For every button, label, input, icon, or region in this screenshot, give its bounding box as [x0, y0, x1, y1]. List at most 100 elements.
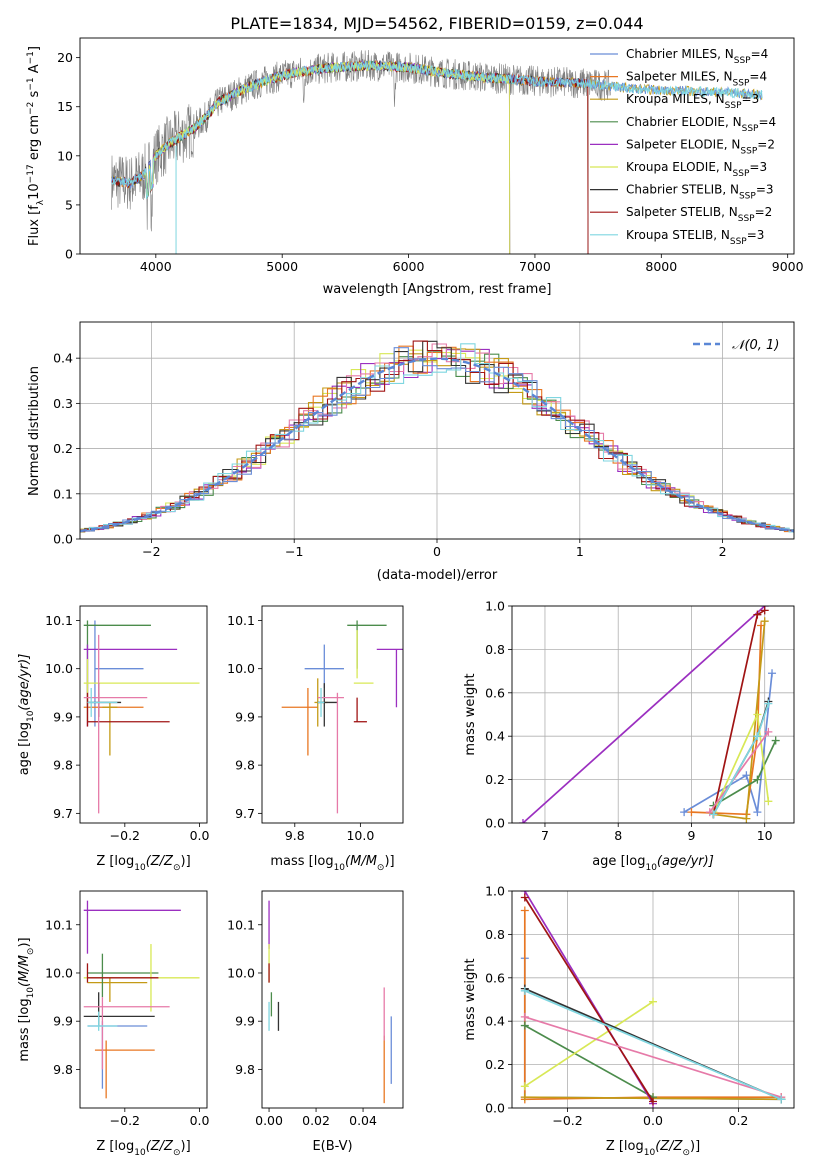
weight-series-line [524, 1000, 654, 1088]
y-tick-label: 1.0 [485, 599, 505, 614]
y-tick-label: 9.8 [53, 758, 73, 773]
y-tick-label: 9.9 [235, 709, 255, 724]
weight-marker [777, 1095, 786, 1104]
label-part: Flux [f [27, 205, 42, 246]
legend-entry: Chabrier ELODIE, NSSP=4 [626, 115, 776, 134]
weight-marker [753, 610, 762, 619]
weight-series-line [683, 673, 773, 813]
axes-frame [511, 605, 795, 824]
label-part: 10 [26, 710, 36, 722]
label-part: mass [log [17, 998, 32, 1061]
model-spectrum-line [142, 59, 511, 254]
label-part: SSP [740, 146, 757, 156]
weight-marker [520, 906, 529, 915]
y-tick-label: 10.1 [45, 613, 73, 628]
label-part: )] [17, 937, 32, 947]
weight-marker [687, 808, 696, 817]
figure-title: PLATE=1834, MJD=54562, FIBERID=0159, z=0… [230, 14, 643, 33]
legend-entry: Salpeter STELIB, NSSP=2 [626, 205, 772, 224]
weight-series-line [524, 1024, 654, 1098]
weight-series-line [691, 625, 762, 816]
y-tick-label: 9.9 [235, 1014, 255, 1029]
x-tick-label: −2 [142, 544, 160, 559]
x-tick-label: −0.2 [110, 828, 140, 843]
weight-marker [753, 732, 762, 741]
label-part: −1 [26, 77, 36, 90]
label-part: =3 [749, 160, 767, 174]
y-tick-label: 20 [57, 50, 73, 65]
y-tick-label: 0.4 [485, 729, 505, 744]
label-part: ⊙ [173, 1148, 181, 1158]
y-tick-label: 9.8 [53, 1062, 73, 1077]
label-part: =2 [755, 205, 773, 219]
y-tick-label: 1.0 [485, 884, 505, 899]
y-tick-label: 0.0 [485, 816, 505, 831]
legend-entry: Chabrier STELIB, NSSP=3 [626, 183, 774, 202]
label-part: Kroupa ELODIE, N [626, 160, 733, 174]
label-part: 10 [134, 1148, 146, 1158]
label-part: ] [27, 46, 42, 51]
label-part: (Z/Z [655, 1139, 683, 1154]
label-part: Kroupa MILES, N [626, 92, 725, 106]
weight-marker [760, 606, 769, 615]
legend-entry: Kroupa STELIB, NSSP=3 [626, 228, 764, 247]
x-tick-label: 0.0 [190, 828, 210, 843]
weight-marker [520, 893, 529, 902]
label-part: 10 [645, 863, 657, 873]
plot-area [83, 900, 200, 1099]
y-tick-label: 0.3 [53, 396, 73, 411]
x-tick-label: 0.02 [302, 1113, 330, 1128]
y-tick-label: 0.6 [485, 970, 505, 985]
axes-frame [261, 605, 404, 824]
x-axis-label: wavelength [Angstrom, rest frame] [323, 282, 552, 297]
y-tick-label: 0.0 [485, 1101, 505, 1116]
y-tick-label: 0.1 [53, 486, 73, 501]
y-tick-label: 0.4 [53, 351, 73, 366]
weight-series-line [524, 990, 782, 1101]
label-part: Chabrier MILES, N [626, 47, 734, 61]
label-part: Salpeter ELODIE, N [626, 137, 740, 151]
x-axis-label: age [log10(age/yr)] [592, 854, 714, 873]
y-tick-label: 10 [57, 148, 73, 163]
y-tick-label: 10.0 [227, 965, 255, 980]
axes-frame [79, 37, 795, 255]
y-tick-label: 0.8 [485, 927, 505, 942]
label-part: Salpeter MILES, N [626, 70, 733, 84]
label-part: 10 [334, 863, 346, 873]
label-part: (M/M [17, 955, 32, 987]
label-part: =4 [751, 47, 769, 61]
y-tick-label: 10.1 [227, 917, 255, 932]
x-tick-label: 9000 [772, 259, 804, 274]
model-spectrum-line [143, 60, 511, 254]
label-part: Z [log [96, 854, 134, 869]
label-part: Z [log [96, 1139, 134, 1154]
label-part: Chabrier STELIB, N [626, 183, 739, 197]
label-part: =3 [747, 228, 765, 242]
x-tick-label: 5000 [266, 259, 298, 274]
y-tick-label: 10.0 [45, 965, 73, 980]
y-axis-label: age [log10(age/yr)] [17, 654, 36, 776]
legend: Chabrier MILES, N SSP =4 Salpeter MILES, N S… [590, 47, 776, 247]
y-tick-label: 0.2 [485, 772, 505, 787]
label-part: 10 [26, 987, 36, 999]
plot-area [281, 620, 403, 814]
weight-marker [742, 814, 751, 823]
x-tick-label: −0.2 [552, 1113, 582, 1128]
y-tick-label: 0.8 [485, 642, 505, 657]
weight-series-line [712, 703, 770, 815]
label-part: )] [690, 1139, 700, 1154]
legend-entry: Kroupa ELODIE, NSSP=3 [626, 160, 767, 179]
y-tick-label: 15 [57, 99, 73, 114]
weight-marker [764, 727, 773, 736]
x-tick-label: 4000 [140, 259, 172, 274]
x-tick-label: 7 [541, 828, 549, 843]
x-axis-label: E(B-V) [312, 1139, 352, 1154]
y-axis-label: mass [log10(M/M⊙)] [17, 937, 36, 1061]
label-part: SSP [730, 237, 747, 247]
y-tick-label: 10.0 [45, 661, 73, 676]
weight-marker [709, 810, 718, 819]
label-part: (age/yr)] [657, 854, 714, 869]
axes-frame [79, 321, 795, 540]
x-tick-label: 7000 [519, 259, 551, 274]
